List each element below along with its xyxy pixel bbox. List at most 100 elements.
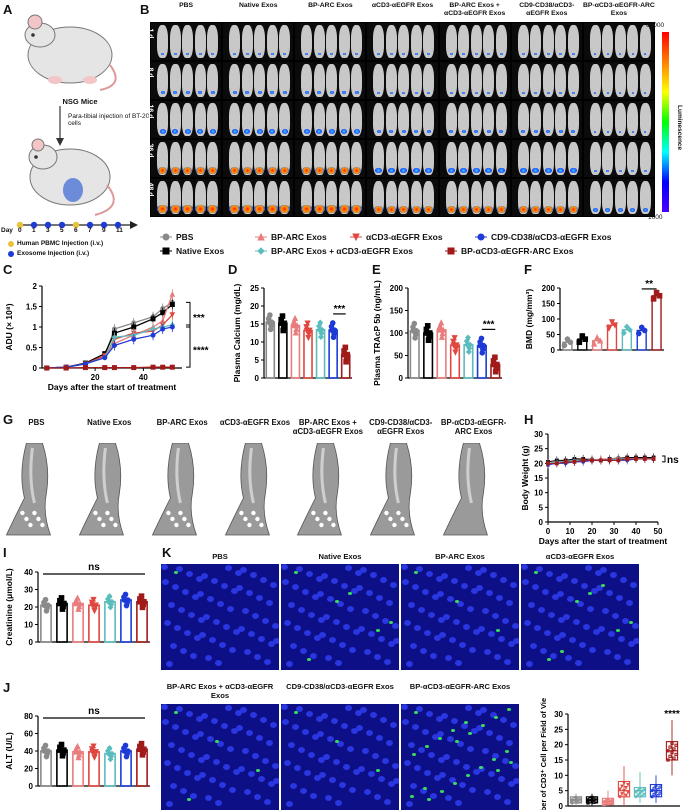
imaging-cell: [439, 23, 510, 60]
nucleus: [316, 716, 323, 722]
luminescence-signal: [631, 169, 635, 172]
nucleus: [426, 571, 433, 577]
data-point: [594, 334, 601, 341]
luminescence-colorbar: [662, 32, 669, 212]
bone-lesion: [315, 516, 321, 522]
y-tick-label: 40: [24, 747, 33, 756]
y-tick-label: 20: [554, 741, 563, 750]
luminescence-signal: [619, 131, 622, 133]
mouse-silhouette: [373, 64, 385, 97]
fluorescence-title: PBS: [212, 552, 228, 561]
data-point: [604, 801, 608, 805]
imaging-cell: [583, 179, 654, 216]
nucleus: [333, 619, 340, 625]
y-tick-label: 200: [542, 284, 556, 293]
mouse-silhouette: [338, 142, 350, 175]
nucleus: [270, 582, 277, 588]
luminescence-signal: [377, 91, 381, 94]
nucleus: [186, 711, 193, 717]
luminescence-signal: [256, 129, 263, 134]
nucleus: [341, 583, 348, 589]
nucleus: [404, 620, 411, 626]
mouse-silhouette: [445, 142, 457, 175]
nucleus: [188, 612, 195, 618]
data-point: [45, 602, 51, 609]
significance-label: ns: [88, 706, 100, 717]
nucleus: [176, 706, 183, 712]
luminescence-signal: [329, 91, 334, 95]
cd3-cell: [509, 761, 513, 764]
legend-marker-icon: [160, 247, 172, 255]
nucleus: [331, 718, 338, 724]
mouse-silhouette: [627, 142, 639, 175]
data-point: [640, 789, 644, 794]
nucleus: [443, 614, 450, 620]
data-point: [477, 339, 483, 345]
nucleus: [384, 799, 391, 805]
data-point: [582, 336, 589, 342]
bone-highlight: [29, 447, 36, 504]
mouse-silhouette: [266, 181, 278, 214]
luminescence-signal: [402, 52, 406, 55]
luminescence-signal: [472, 167, 480, 174]
luminescence-signal: [328, 129, 335, 134]
luminescence-signal: [282, 91, 287, 95]
mouse-silhouette: [530, 142, 542, 175]
nucleus: [382, 758, 389, 764]
nucleus: [235, 710, 242, 716]
data-point: [91, 608, 98, 615]
luminescence-signal: [532, 167, 540, 174]
data-point: [626, 326, 633, 333]
y-tick-label: 20: [534, 459, 543, 468]
nucleus: [366, 730, 373, 736]
legend-item: BP-αCD3-αEGFR-ARC Exos: [445, 246, 573, 256]
nucleus: [632, 623, 639, 629]
cd3-cell: [464, 721, 468, 724]
mouse-silhouette: [614, 142, 626, 175]
data-point: [169, 291, 176, 297]
nucleus: [424, 630, 431, 636]
data-point: [638, 324, 645, 331]
data-point: [91, 754, 98, 761]
nucleus: [268, 781, 275, 787]
nucleus: [164, 620, 171, 626]
nucleus: [219, 642, 226, 648]
data-point: [494, 361, 500, 368]
nucleus: [164, 760, 171, 766]
y-tick-label: 50: [546, 331, 555, 340]
mouse-silhouette: [398, 25, 410, 58]
nucleus: [434, 635, 441, 641]
cd3-cell: [414, 711, 418, 714]
nucleus: [418, 607, 425, 613]
nucleus: [540, 648, 547, 654]
data-point: [121, 594, 127, 601]
imaging-cell: [223, 62, 294, 99]
legend-marker-icon: [350, 233, 362, 242]
data-point: [616, 458, 621, 463]
nucleus: [469, 787, 476, 793]
luminescence-signal: [301, 204, 313, 214]
nucleus: [449, 637, 456, 643]
nucleus: [606, 590, 613, 596]
nucleus: [281, 564, 288, 570]
data-point: [111, 334, 118, 340]
bone-highlight: [393, 447, 401, 504]
mouse-silhouette: [385, 142, 397, 175]
luminescence-signal: [630, 207, 636, 212]
nucleus: [221, 583, 228, 589]
data-point: [640, 794, 644, 798]
luminescence-signal: [484, 205, 494, 213]
nucleus: [227, 606, 234, 612]
nucleus: [215, 800, 222, 806]
mouse-silhouette: [542, 142, 554, 175]
luminescence-signal: [519, 167, 527, 174]
data-point: [670, 741, 674, 746]
nucleus: [314, 635, 321, 641]
nucleus: [194, 635, 201, 641]
luminescence-signal: [606, 169, 610, 172]
nucleus: [502, 758, 509, 764]
imaging-column-header: PBS: [179, 2, 194, 9]
luminescence-signal: [342, 91, 347, 95]
legend-marker-icon: [255, 247, 267, 255]
bone-highlight: [102, 447, 109, 504]
